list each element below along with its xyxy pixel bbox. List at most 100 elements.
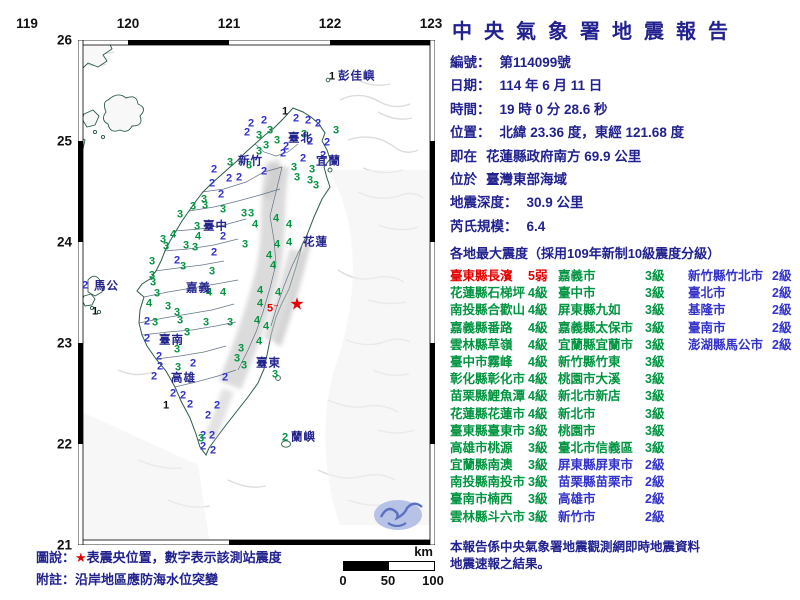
station-intensity-marker: 3 <box>176 314 184 327</box>
station-intensity-marker: 2 <box>143 315 151 328</box>
intensity-level: 2級 <box>645 492 665 507</box>
station-intensity-marker: 2 <box>186 398 194 411</box>
intensity-level: 3級 <box>645 337 665 352</box>
station-intensity-marker: 3 <box>183 326 191 339</box>
report-field-value: 30.9 公里 <box>526 195 584 211</box>
intensity-level: 5弱 <box>528 269 548 283</box>
mountain-relief <box>204 158 312 441</box>
station-intensity-marker: 4 <box>285 236 293 249</box>
intensity-level: 2級 <box>772 320 792 335</box>
station-intensity-marker: 2 <box>260 165 268 178</box>
intensity-location: 花蓮縣石梯坪 <box>450 286 526 301</box>
station-intensity-marker: 3 <box>255 129 263 142</box>
station-intensity-marker: 2 <box>179 389 187 402</box>
seafloor-shade <box>78 170 435 545</box>
intensity-row: 臺中市霧峰 4級 新竹縣竹東 3級 <box>450 354 800 371</box>
station-intensity-marker: 2 <box>235 171 243 184</box>
report-field-label: 地震深度： <box>450 195 518 211</box>
station-intensity-marker: 2 <box>156 360 164 373</box>
station-intensity-marker: 3 <box>266 124 274 137</box>
intensity-location: 苗栗縣苗栗市 <box>558 475 634 490</box>
intensity-level: 4級 <box>528 372 548 387</box>
station-intensity-marker: 2 <box>169 387 177 400</box>
station-intensity-marker: 4 <box>145 297 153 310</box>
intensity-table: 臺東縣長濱 5弱 嘉義市 3級 新竹縣竹北市 2級 花蓮縣石梯坪 4級 臺中市 3級 臺北市 2級 南投… <box>450 268 800 526</box>
map-city-label: 嘉義 <box>186 282 211 295</box>
station-intensity-marker: 3 <box>179 260 187 273</box>
station-intensity-marker: 3 <box>200 193 208 206</box>
intensity-level: 3級 <box>528 475 548 490</box>
station-intensity-marker: 2 <box>304 114 312 127</box>
station-intensity-marker: 3 <box>332 124 340 137</box>
station-intensity-marker: 2 <box>155 350 163 363</box>
intensity-row: 苗栗縣鯉魚潭 4級 新北市新店 3級 <box>450 388 800 405</box>
intensity-heading: 各地最大震度（採用109年新制10級震度分級） <box>450 246 721 261</box>
station-intensity-marker: 2 <box>208 177 216 190</box>
station-intensity-marker: 4 <box>169 228 177 241</box>
station-intensity-marker: 3 <box>151 316 159 329</box>
intensity-location: 臺南市 <box>688 320 726 335</box>
station-intensity-marker: 2 <box>208 429 216 442</box>
station-intensity-marker: 3 <box>219 203 227 216</box>
station-intensity-marker: 3 <box>271 368 279 381</box>
intensity-location: 基隆市 <box>688 303 726 318</box>
station-intensity-marker: 2 <box>299 152 307 165</box>
intensity-location: 南投縣合歡山 <box>450 303 526 318</box>
epicenter-star-legend-icon: ★ <box>75 550 87 565</box>
station-intensity-marker: 3 <box>176 208 184 221</box>
report-field-label: 日期： <box>450 78 491 94</box>
station-intensity-marker: 2 <box>199 440 207 453</box>
intensity-row: 南投縣合歡山 4級 屏東縣九如 3級 基隆市 2級 <box>450 302 800 319</box>
report-field-label: 位置： <box>450 125 491 141</box>
intensity-level: 3級 <box>645 406 665 421</box>
latitude-tick-label: 21 <box>56 537 72 553</box>
station-intensity-marker: 3 <box>237 342 245 355</box>
longitude-tick-label: 120 <box>116 16 140 31</box>
intensity-level: 4級 <box>528 286 548 301</box>
intensity-location: 宜蘭縣南澳 <box>450 458 513 473</box>
station-intensity-marker: 1 <box>281 105 289 118</box>
intensity-row: 雲林縣草嶺 4級 宜蘭縣宜蘭市 3級 澎湖縣馬公市 2級 <box>450 337 800 354</box>
report-field-label: 編號： <box>450 55 491 70</box>
latitude-tick-label: 22 <box>56 436 72 452</box>
station-intensity-marker: 2 <box>323 136 331 149</box>
station-intensity-marker: 3 <box>191 241 199 254</box>
intensity-level: 3級 <box>645 354 665 369</box>
map-city-label: 臺中 <box>203 220 228 233</box>
station-intensity-marker: 2 <box>217 188 225 201</box>
intensity-location: 桃園市大溪 <box>558 372 621 387</box>
intensity-row: 花蓮縣石梯坪 4級 臺中市 3級 臺北市 2級 <box>450 285 800 302</box>
intensity-level: 3級 <box>528 423 548 438</box>
station-intensity-marker: 1 <box>162 399 170 412</box>
offshore-islands <box>81 77 333 448</box>
intensity-level: 3級 <box>528 509 548 524</box>
intensity-location: 屏東縣屏東市 <box>558 458 634 473</box>
station-intensity-marker: 3 <box>182 239 190 252</box>
station-intensity-marker: 2 <box>173 254 181 267</box>
latitude-tick-label: 24 <box>56 234 72 250</box>
report-field-label: 位於 <box>450 172 477 188</box>
station-intensity-marker: 2 <box>247 117 255 130</box>
report-field-row: 編號： 第114099號 <box>450 51 684 74</box>
report-field-row: 時間： 19 時 0 分 28.6 秒 <box>450 98 684 121</box>
epicenter-star: ★ <box>289 295 304 314</box>
intensity-location: 彰化縣彰化市 <box>450 372 526 387</box>
intensity-level: 3級 <box>645 320 665 335</box>
intensity-location: 雲林縣草嶺 <box>450 337 513 352</box>
station-intensity-marker: 4 <box>273 238 281 251</box>
station-intensity-marker: 2 <box>281 431 289 444</box>
station-intensity-marker: 2 <box>213 399 221 412</box>
map-city-label: 宜蘭 <box>316 155 341 168</box>
station-intensity-marker: 3 <box>226 156 234 169</box>
map-city-label: 馬公 <box>94 280 119 293</box>
station-intensity-marker: 3 <box>308 163 316 176</box>
intensity-location: 臺中市 <box>558 286 596 301</box>
footnote-line-1: 本報告係中央氣象署地震觀測網即時地震資料 <box>450 540 701 554</box>
intensity-level: 4級 <box>528 406 548 421</box>
intensity-level: 2級 <box>772 286 792 301</box>
station-intensity-marker: 3 <box>148 269 156 282</box>
latitude-tick-label: 23 <box>56 335 72 351</box>
intensity-row: 南投縣南投市 3級 苗栗縣苗栗市 2級 <box>450 474 800 491</box>
report-field-value: 114 年 6 月 11 日 <box>499 78 603 94</box>
